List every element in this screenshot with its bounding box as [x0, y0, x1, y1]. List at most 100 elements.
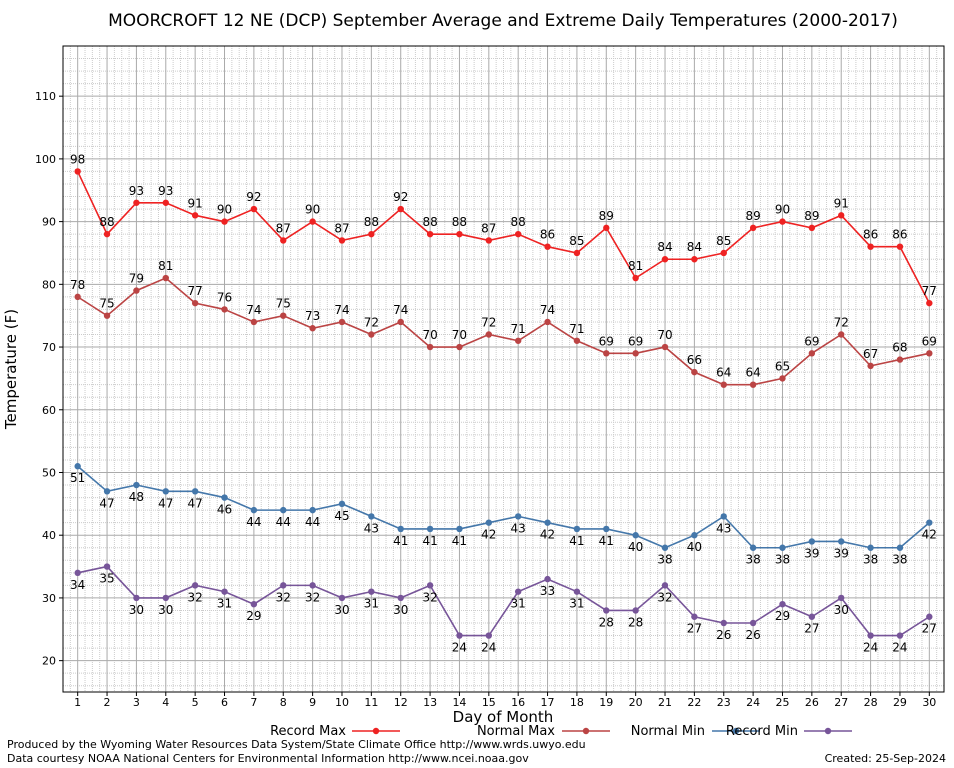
credit-producer: Produced by the Wyoming Water Resources … — [7, 738, 586, 751]
x-tick-label: 19 — [599, 696, 613, 709]
data-point — [103, 488, 111, 495]
data-point — [162, 594, 169, 602]
x-tick-label: 12 — [394, 696, 408, 709]
data-point — [896, 243, 904, 250]
data-label: 71 — [511, 322, 526, 336]
legend-item-normal-min: Normal Min — [631, 724, 760, 739]
data-point — [280, 312, 287, 319]
data-label: 27 — [804, 622, 819, 636]
data-label: 74 — [334, 303, 349, 317]
series-line — [77, 277, 930, 386]
data-label: 30 — [129, 603, 144, 617]
data-point — [632, 607, 639, 614]
data-label: 41 — [569, 534, 584, 548]
data-label: 85 — [716, 234, 731, 248]
data-label: 45 — [334, 509, 349, 523]
data-point — [338, 500, 346, 508]
data-label: 71 — [569, 322, 584, 336]
y-tick-label: 100 — [35, 153, 56, 166]
data-point — [720, 513, 727, 520]
data-label: 47 — [158, 496, 173, 510]
data-label: 88 — [422, 215, 437, 229]
data-label: 87 — [481, 221, 496, 235]
data-label: 88 — [364, 215, 379, 229]
data-label: 32 — [276, 590, 291, 604]
series-line — [76, 171, 931, 304]
data-label: 89 — [804, 209, 819, 223]
data-point — [544, 519, 551, 526]
y-tick-label: 110 — [35, 90, 56, 103]
data-label: 31 — [569, 597, 584, 611]
data-point — [368, 331, 375, 338]
data-label: 73 — [305, 309, 320, 323]
series-record-max: 98 88 93 93 91 90 92 87 90 87 88 92 88 88 87 88 86 85 89 81… — [70, 152, 937, 307]
data-point — [280, 237, 287, 244]
data-point — [133, 199, 140, 206]
data-label: 88 — [99, 215, 114, 229]
data-label: 31 — [217, 597, 232, 611]
data-label: 42 — [540, 528, 555, 542]
data-point — [896, 356, 904, 363]
legend-label: Record Min — [726, 724, 798, 739]
data-label: 89 — [599, 209, 614, 223]
data-label: 43 — [364, 521, 379, 535]
data-label: 32 — [657, 590, 672, 604]
data-point — [720, 619, 727, 627]
data-label: 69 — [628, 334, 643, 348]
data-label: 42 — [481, 528, 496, 542]
x-tick-label: 28 — [864, 696, 878, 709]
data-point — [691, 532, 698, 539]
y-tick-label: 90 — [42, 216, 56, 229]
data-label: 75 — [276, 297, 291, 311]
data-point — [221, 306, 228, 313]
data-point — [338, 594, 346, 602]
data-point — [426, 582, 434, 589]
data-point — [632, 532, 639, 539]
legend-label: Normal Min — [631, 724, 705, 739]
x-tick-label: 11 — [364, 696, 378, 709]
data-label: 39 — [804, 546, 819, 560]
major-gridlines — [63, 46, 944, 692]
data-point — [221, 218, 228, 225]
data-label: 34 — [70, 578, 85, 592]
data-label: 86 — [540, 228, 555, 242]
data-point — [896, 632, 904, 639]
data-point — [426, 343, 434, 351]
data-point — [838, 331, 845, 338]
data-point — [485, 237, 493, 244]
data-label: 98 — [70, 152, 85, 166]
data-point — [368, 230, 375, 238]
data-point — [573, 588, 581, 595]
data-label: 28 — [628, 615, 643, 629]
data-point — [661, 343, 669, 351]
data-point — [368, 513, 375, 520]
data-label: 70 — [657, 328, 672, 342]
data-point — [926, 613, 933, 620]
x-tick-label: 3 — [133, 696, 140, 709]
data-point — [338, 318, 346, 326]
data-label: 87 — [334, 221, 349, 235]
data-label: 30 — [334, 603, 349, 617]
data-label: 67 — [863, 347, 878, 361]
y-axis-ticks: 20 30 40 50 60 70 80 90 100 110 — [35, 90, 63, 668]
data-label: 27 — [922, 622, 937, 636]
data-point — [485, 519, 493, 526]
x-tick-label: 16 — [511, 696, 525, 709]
data-point — [808, 224, 816, 232]
series-normal-max: 78 75 79 81 77 76 74 75 73 74 72 74 70 70 72 71 74 71 69 69… — [70, 259, 937, 388]
data-label: 41 — [599, 534, 614, 548]
data-point — [280, 582, 287, 589]
data-label: 69 — [599, 334, 614, 348]
data-point — [162, 488, 169, 495]
data-point — [162, 199, 169, 206]
data-point — [250, 205, 258, 213]
x-tick-label: 5 — [192, 696, 199, 709]
data-label: 33 — [540, 584, 555, 598]
legend-marker — [824, 727, 832, 735]
data-label: 46 — [217, 503, 232, 517]
data-label: 87 — [276, 221, 291, 235]
data-point — [309, 218, 316, 225]
data-point — [456, 230, 463, 238]
data-point — [514, 337, 522, 344]
